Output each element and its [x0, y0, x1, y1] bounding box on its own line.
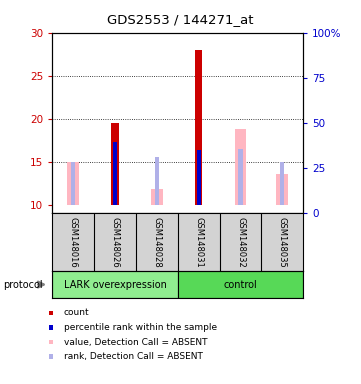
- Bar: [68, 162, 79, 205]
- Bar: [111, 123, 119, 205]
- Text: GDS2553 / 144271_at: GDS2553 / 144271_at: [107, 13, 254, 26]
- Bar: [235, 129, 246, 205]
- Text: rank, Detection Call = ABSENT: rank, Detection Call = ABSENT: [64, 352, 203, 361]
- Bar: [197, 151, 201, 205]
- Text: LARK overexpression: LARK overexpression: [64, 280, 166, 290]
- Bar: [238, 149, 243, 205]
- Text: percentile rank within the sample: percentile rank within the sample: [64, 323, 217, 332]
- Bar: [151, 189, 163, 205]
- Text: GSM148035: GSM148035: [278, 217, 287, 267]
- Text: GSM148026: GSM148026: [110, 217, 119, 267]
- Bar: [277, 174, 288, 205]
- Bar: [52, 271, 178, 298]
- Text: count: count: [64, 308, 90, 318]
- Text: protocol: protocol: [4, 280, 43, 290]
- Bar: [113, 142, 117, 205]
- Bar: [155, 157, 159, 205]
- Text: GSM148032: GSM148032: [236, 217, 245, 267]
- Bar: [71, 162, 75, 205]
- Bar: [195, 50, 203, 205]
- Bar: [280, 162, 284, 205]
- Text: control: control: [224, 280, 257, 290]
- Text: GSM148016: GSM148016: [69, 217, 78, 267]
- Text: value, Detection Call = ABSENT: value, Detection Call = ABSENT: [64, 338, 208, 347]
- Text: GSM148028: GSM148028: [152, 217, 161, 267]
- Bar: [178, 271, 303, 298]
- Text: GSM148031: GSM148031: [194, 217, 203, 267]
